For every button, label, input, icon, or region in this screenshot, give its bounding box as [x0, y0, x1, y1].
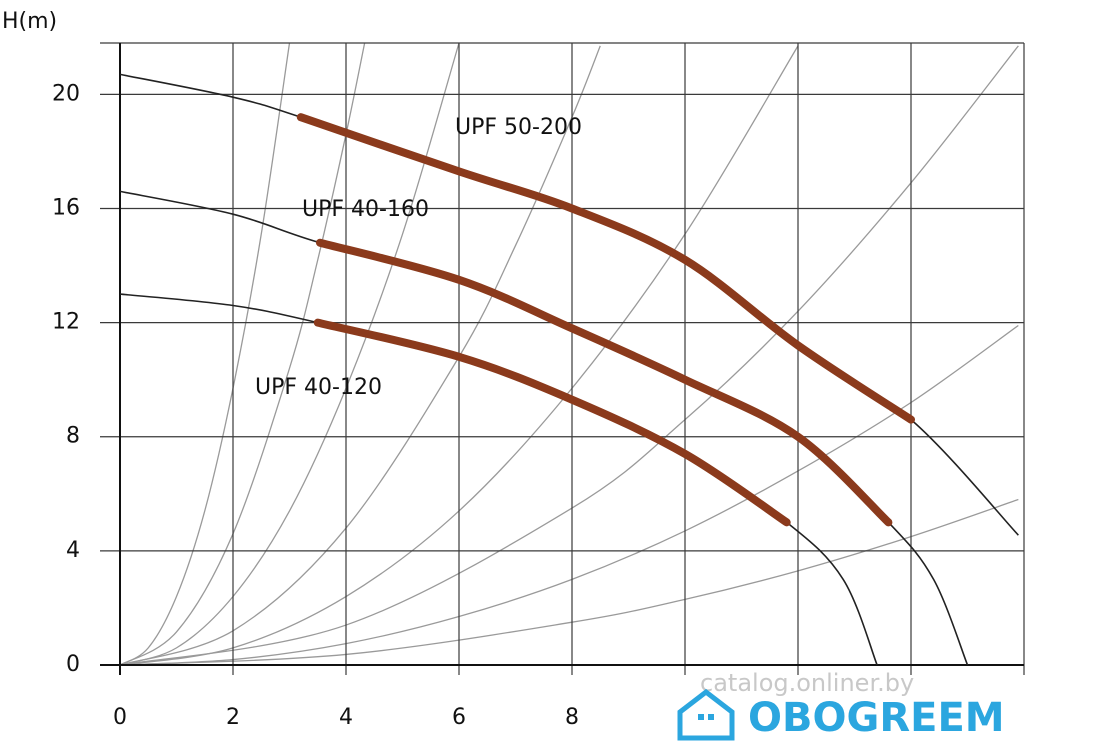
pump-curve	[119, 190, 969, 666]
system-curve	[119, 42, 366, 666]
x-tick-label: 8	[565, 705, 579, 730]
x-tick-label: 2	[226, 705, 240, 730]
pump-curves	[119, 73, 1019, 666]
series-label: UPF 40-160	[302, 197, 429, 222]
x-tick-label: 4	[339, 705, 353, 730]
system-curve	[119, 42, 460, 666]
system-curve	[119, 324, 1019, 666]
duty-range	[316, 238, 893, 527]
y-tick-label: 8	[66, 424, 80, 449]
y-tick-label: 4	[66, 538, 80, 563]
logo-window	[698, 714, 704, 720]
duty-range	[296, 113, 915, 424]
x-tick-label: 6	[452, 705, 466, 730]
series-label: UPF 40-120	[255, 375, 382, 400]
logo-window	[708, 714, 714, 720]
y-tick-label: 20	[52, 81, 80, 106]
pump-curve	[119, 73, 1019, 536]
system-curve	[119, 42, 291, 666]
logo-icon	[677, 688, 735, 741]
logo-house	[677, 688, 735, 741]
y-tick-label: 16	[52, 195, 80, 220]
y-tick-label: 12	[52, 310, 80, 335]
y-axis-label: H(m)	[2, 9, 57, 34]
watermark-site: catalog.onliner.by	[700, 669, 914, 697]
system-curve	[119, 45, 799, 666]
y-tick-label: 0	[66, 652, 80, 677]
duty-range	[313, 318, 791, 527]
x-tick-label: 0	[113, 705, 127, 730]
series-label: UPF 50-200	[455, 115, 582, 140]
logo-text: OBOGREEM	[748, 695, 1005, 741]
